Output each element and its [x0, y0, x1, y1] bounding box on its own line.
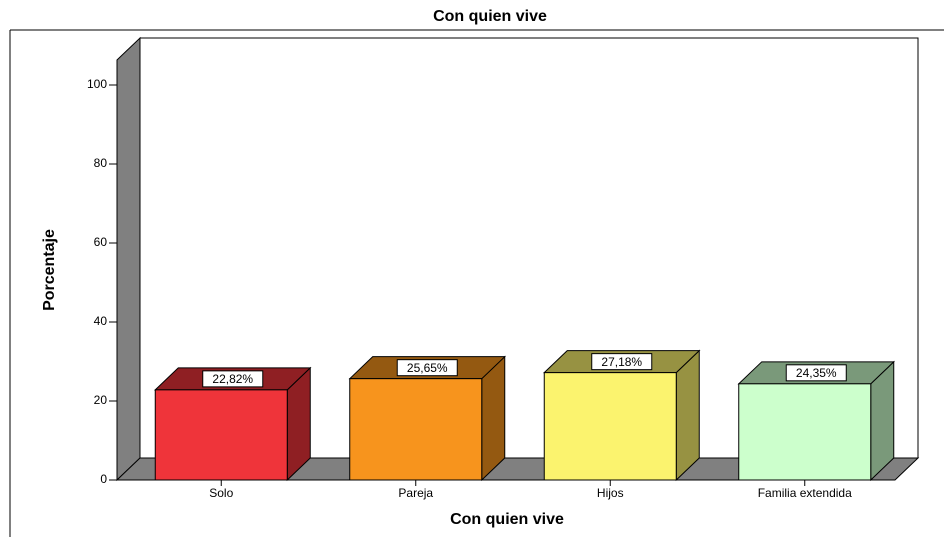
bar-side [675, 349, 700, 482]
value-label: 27,18% [601, 355, 642, 369]
y-tick-label: 60 [94, 235, 108, 249]
bar [154, 389, 288, 481]
value-label: 25,65% [407, 361, 448, 375]
x-axis-title: Con quien vive [450, 511, 564, 528]
bar [349, 378, 483, 481]
y-tick-label: 0 [100, 472, 107, 486]
y-tick-label: 20 [94, 393, 108, 407]
value-label-box [591, 353, 653, 371]
value-label-box [202, 370, 264, 388]
value-label: 24,35% [796, 366, 837, 380]
y-tick-label: 80 [94, 156, 108, 170]
value-label-box [785, 364, 847, 382]
y-tick-label: 40 [94, 314, 108, 328]
x-tick-label: Familia extendida [758, 486, 852, 500]
y-tick-label: 100 [87, 77, 107, 91]
left-wall [116, 36, 141, 482]
x-tick-label: Solo [209, 486, 233, 500]
x-tick-label: Pareja [398, 486, 433, 500]
chart-title: Con quien vive [433, 8, 547, 25]
x-tick-label: Hijos [597, 486, 624, 500]
bar [543, 372, 677, 481]
value-label: 22,82% [212, 372, 253, 386]
y-axis-title: Porcentaje [41, 229, 58, 311]
bar [738, 383, 872, 481]
value-label-box [396, 359, 458, 377]
